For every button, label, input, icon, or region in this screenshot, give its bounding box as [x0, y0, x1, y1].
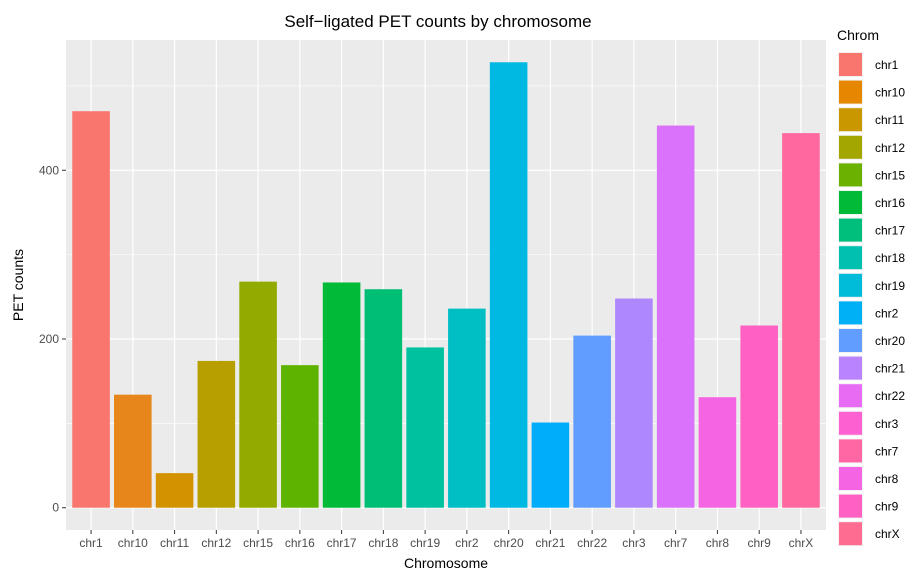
legend-label: chrX [875, 527, 900, 541]
bar-chr20 [489, 62, 528, 508]
bar-chr17 [322, 282, 361, 508]
bar-chr16 [281, 365, 319, 508]
legend-label: chr10 [875, 86, 905, 100]
legend-swatch-chr12 [839, 135, 862, 159]
legend-label: chr16 [875, 196, 905, 210]
legend-swatch-chr10 [839, 80, 862, 104]
bar-chr8 [698, 397, 737, 508]
bar-chr7 [656, 125, 695, 508]
x-tick-label: chr18 [368, 536, 398, 550]
x-tick-label: chr16 [285, 536, 315, 550]
legend-swatch-chr3 [839, 411, 862, 435]
bar-chrX [782, 133, 820, 508]
legend-label: chr22 [875, 389, 905, 403]
y-tick-label: 400 [39, 163, 59, 177]
bar-chr21 [531, 422, 570, 508]
legend-label: chr15 [875, 168, 905, 182]
x-tick-label: chr1 [79, 536, 103, 550]
x-axis-label: Chromosome [404, 555, 488, 571]
legend-swatch-chr8 [839, 467, 862, 490]
x-tick-label: chr3 [622, 536, 646, 550]
x-tick-label: chr17 [327, 536, 357, 550]
legend-label: chr2 [875, 306, 899, 320]
legend-swatch-chr16 [839, 191, 862, 214]
bar-chr1 [72, 111, 110, 508]
legend-swatch-chrX [839, 522, 862, 546]
x-tick-label: chr10 [118, 536, 148, 550]
legend-label: chr7 [875, 444, 899, 458]
legend-swatch-chr2 [839, 301, 862, 325]
x-tick-label: chrX [789, 536, 814, 550]
x-tick-label: chr11 [160, 536, 189, 550]
bar-chr18 [364, 289, 403, 508]
legend-label: chr3 [875, 417, 899, 431]
legend-label: chr19 [875, 279, 905, 293]
legend-swatch-chr11 [839, 108, 862, 132]
chart-title: Self−ligated PET counts by chromosome [284, 12, 591, 31]
x-axis: chr1 chr10 chr11 chr12 chr15 chr16 chr17 chr18 c… [79, 530, 813, 550]
legend-label: chr20 [875, 334, 905, 348]
legend-label: chr21 [875, 362, 905, 376]
legend-label: chr17 [875, 224, 905, 238]
legend: Chrom chr1 chr10 chr11 chr12 chr15 chr16 chr17… [837, 27, 905, 547]
x-tick-label: chr12 [201, 536, 231, 550]
x-tick-label: chr9 [748, 536, 772, 550]
bar-chr15 [239, 281, 277, 508]
legend-swatch-chr21 [839, 356, 862, 380]
x-tick-label: chr21 [535, 536, 565, 550]
legend-label: chr12 [875, 141, 905, 155]
bar-chr3 [615, 298, 653, 508]
legend-swatch-chr18 [839, 246, 862, 270]
x-tick-label: chr7 [664, 536, 688, 550]
legend-swatch-chr19 [839, 273, 862, 297]
bar-chr11 [155, 473, 194, 508]
x-tick-label: chr8 [706, 536, 730, 550]
legend-label: chr1 [875, 58, 899, 72]
bar-chr12 [197, 360, 236, 508]
y-axis: 0 200 400 [39, 163, 66, 515]
legend-swatch-chr9 [839, 494, 862, 518]
bars [72, 62, 820, 508]
x-tick-label: chr19 [410, 536, 440, 550]
legend-swatch-chr7 [839, 439, 862, 463]
x-tick-label: chr15 [243, 536, 273, 550]
legend-swatch-chr17 [839, 218, 862, 242]
bar-chr19 [406, 347, 444, 508]
bar-chr2 [448, 308, 486, 508]
legend-swatch-chr20 [839, 329, 862, 352]
legend-label: chr18 [875, 251, 905, 265]
legend-label: chr9 [875, 500, 899, 514]
legend-label: chr11 [875, 113, 904, 127]
bar-chr10 [114, 394, 152, 508]
bar-chr9 [740, 325, 778, 508]
legend-label: chr8 [875, 472, 899, 486]
legend-swatch-chr22 [839, 384, 862, 408]
y-tick-label: 200 [39, 332, 59, 346]
y-tick-label: 0 [52, 501, 59, 515]
y-axis-label: PET counts [10, 249, 26, 321]
x-tick-label: chr20 [494, 536, 524, 550]
bar-chr22 [573, 335, 611, 508]
legend-swatch-chr1 [839, 53, 862, 76]
legend-swatch-chr15 [839, 163, 862, 187]
x-tick-label: chr22 [577, 536, 607, 550]
x-tick-label: chr2 [455, 536, 479, 550]
legend-title: Chrom [837, 27, 879, 43]
